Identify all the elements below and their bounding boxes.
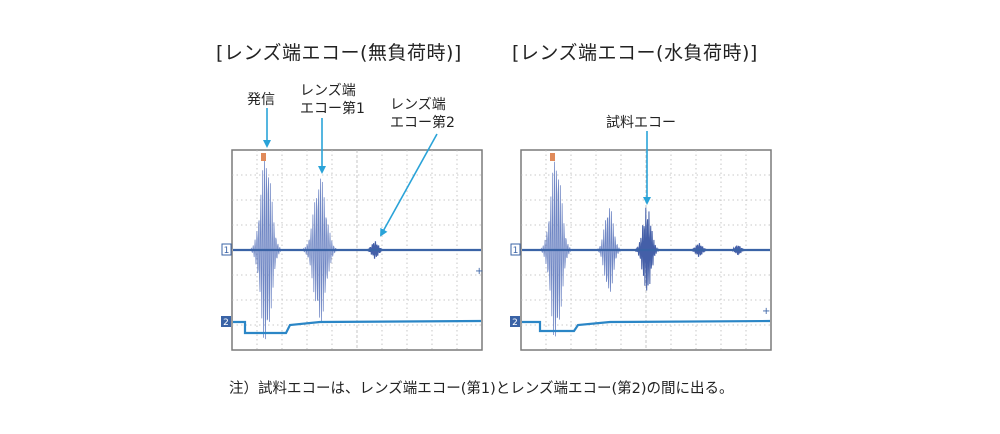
- cursor-mark-left: +: [475, 266, 483, 277]
- label-lens-echo-2-line2: エコー第2: [390, 115, 455, 131]
- footnote: 注）試料エコーは、レンズ端エコー(第1)とレンズ端エコー(第2)の間に出る。: [229, 381, 734, 397]
- scope-screen-no-load: 1 2 +: [221, 149, 483, 351]
- channel2-marker-text-left: 2: [223, 318, 229, 328]
- transmit-pulse-water: [540, 161, 572, 337]
- label-lens-echo-1-line1: レンズ端: [300, 83, 356, 99]
- channel2-marker-left: 2: [221, 316, 231, 328]
- arrow-lens-echo-2: [380, 133, 438, 237]
- channel1-marker-text-right: 1: [513, 246, 519, 256]
- channel1-marker-right: 1: [510, 243, 521, 256]
- label-transmit: 発信: [247, 92, 275, 108]
- channel1-marker-left: 1: [221, 243, 232, 256]
- label-sample-echo: 試料エコー: [606, 115, 676, 131]
- label-lens-echo-1-line2: エコー第1: [300, 101, 365, 117]
- channel2-marker-text-right: 2: [512, 318, 518, 328]
- title-no-load: [レンズ端エコー(無負荷時)]: [216, 42, 462, 64]
- title-water-load: [レンズ端エコー(水負荷時)]: [512, 42, 758, 64]
- label-lens-echo-1: レンズ端 エコー第1: [300, 82, 365, 118]
- channel2-marker-right: 2: [510, 316, 520, 328]
- cursor-mark-right: +: [762, 306, 770, 317]
- label-lens-echo-2: レンズ端 エコー第2: [390, 96, 455, 132]
- channel2-trace-left: [233, 319, 482, 335]
- channel1-marker-text-left: 1: [224, 246, 230, 256]
- scope-screen-water-load: 1 2 +: [510, 149, 772, 351]
- label-lens-echo-2-line1: レンズ端: [390, 97, 446, 113]
- trigger-marker-left: [261, 153, 266, 161]
- lens-echo-1-pulse: [302, 178, 338, 322]
- transmit-pulse: [250, 158, 282, 340]
- trigger-marker-right: [550, 153, 555, 161]
- lens-echo-1-pulse-water: [596, 208, 622, 292]
- channel2-trace-right: [522, 319, 771, 333]
